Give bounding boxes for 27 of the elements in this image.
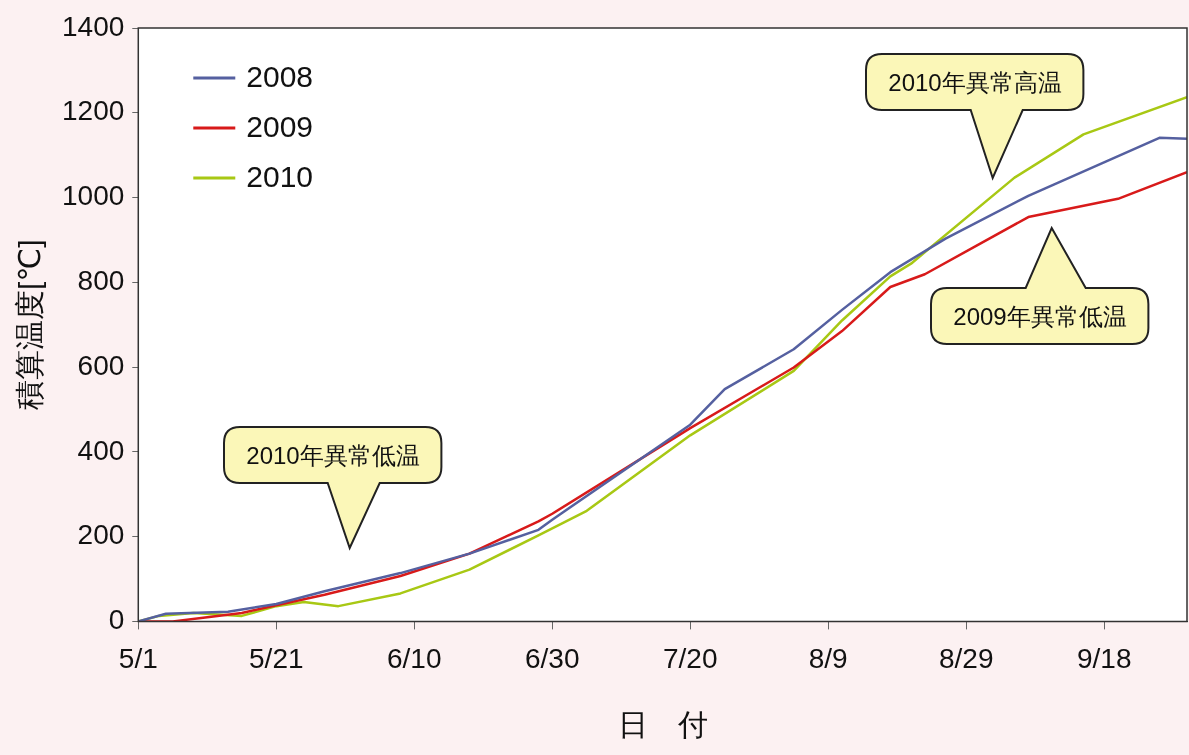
x-tick-label: 5/21: [249, 642, 304, 674]
speech-bubble: 2010年異常低温: [222, 425, 444, 550]
speech-bubble: 2010年異常高温: [864, 52, 1086, 180]
y-tick-label: 800: [77, 265, 125, 297]
y-axis-title: 積算温度[℃]: [13, 239, 47, 410]
x-axis-title: 日 付: [617, 708, 708, 742]
y-tick-label: 1000: [61, 180, 125, 212]
x-tick-label: 9/18: [1076, 642, 1132, 674]
x-tick-label: 8/29: [938, 642, 994, 674]
legend-label: 2008: [246, 60, 314, 94]
y-tick-label: 600: [77, 349, 125, 381]
speech-bubble: 2009年異常低温: [929, 226, 1151, 346]
x-tick-label: 5/1: [118, 642, 158, 674]
y-tick-label: 1400: [61, 10, 125, 42]
x-tick-label: 8/9: [808, 642, 848, 674]
annotation: 2010年異常低温: [246, 441, 420, 471]
y-tick-label: 400: [77, 434, 125, 466]
y-tick-label: 1200: [61, 95, 125, 127]
x-tick-label: 6/30: [525, 642, 580, 674]
annotation: 2010年異常高温: [888, 68, 1062, 98]
y-tick-label: 200: [77, 519, 125, 551]
y-tick-label: 0: [108, 604, 125, 636]
legend-label: 2010: [246, 160, 314, 194]
annotation: 2009年異常低温: [953, 302, 1127, 332]
x-tick-label: 6/10: [387, 642, 442, 674]
x-tick-label: 7/20: [662, 642, 718, 674]
legend-label: 2009: [246, 110, 314, 144]
